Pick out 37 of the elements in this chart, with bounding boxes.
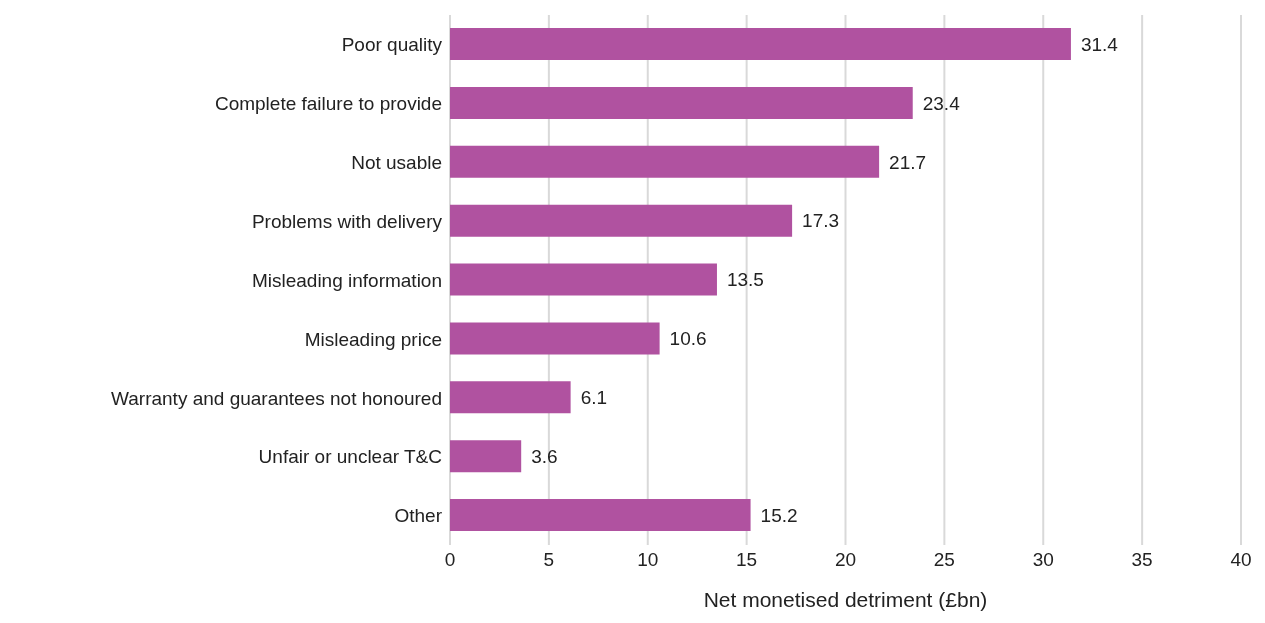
data-label: 15.2 <box>760 504 798 526</box>
x-tick-label: 15 <box>736 549 758 571</box>
x-axis-title: Net monetised detriment (£bn) <box>703 588 988 611</box>
y-tick-label: Misleading price <box>304 328 442 350</box>
bar <box>450 322 660 355</box>
data-label: 10.6 <box>669 328 707 350</box>
data-label: 23.4 <box>922 92 961 114</box>
bar <box>450 28 1071 60</box>
y-tick-label: Poor quality <box>341 34 443 56</box>
bar <box>450 440 522 473</box>
data-label: 3.6 <box>531 445 558 467</box>
bar <box>450 381 571 414</box>
y-tick-label: Complete failure to provide <box>214 93 442 115</box>
bar <box>450 499 751 532</box>
bar <box>450 204 793 237</box>
x-tick-label: 20 <box>834 549 857 571</box>
data-label: 6.1 <box>580 387 608 409</box>
bar <box>450 86 913 119</box>
x-tick-label: 25 <box>933 549 955 571</box>
x-tick-label: 40 <box>1230 549 1252 571</box>
x-tick-label: 10 <box>637 549 659 571</box>
y-tick-label: Misleading information <box>251 269 442 291</box>
x-tick-label: 35 <box>1131 549 1153 571</box>
data-label: 17.3 <box>802 210 840 232</box>
y-tick-label: Unfair or unclear T&C <box>258 446 442 468</box>
y-tick-label: Warranty and guarantees not honoured <box>111 387 442 409</box>
y-tick-label: Other <box>394 505 443 527</box>
x-tick-label: 0 <box>444 549 456 571</box>
bar <box>450 263 717 296</box>
y-tick-label: Not usable <box>351 151 442 173</box>
bar <box>450 145 880 178</box>
y-tick-label: Problems with delivery <box>251 210 443 232</box>
x-tick-label: 30 <box>1032 549 1054 571</box>
x-tick-label: 5 <box>543 549 555 571</box>
data-label: 21.7 <box>889 151 927 173</box>
data-label: 31.4 <box>1080 33 1119 55</box>
data-label: 13.5 <box>726 269 764 291</box>
